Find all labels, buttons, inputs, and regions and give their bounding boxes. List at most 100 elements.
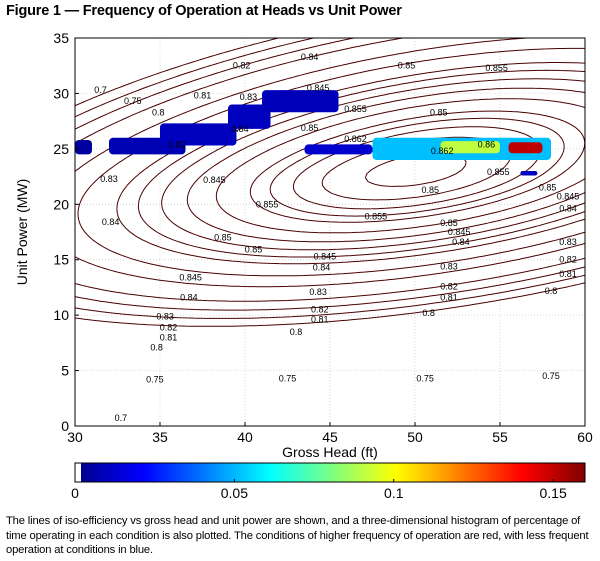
contour-label: 0.83 bbox=[309, 287, 327, 297]
contour-label: 0.75 bbox=[146, 374, 164, 384]
contour-label: 0.82 bbox=[440, 281, 458, 291]
contour-label: 0.81 bbox=[160, 332, 178, 342]
x-tick-label: 55 bbox=[492, 429, 508, 445]
contour-label: 0.81 bbox=[440, 292, 458, 302]
contour-label: 0.85 bbox=[422, 185, 440, 195]
contour-line bbox=[77, 47, 585, 277]
contour-label: 0.83 bbox=[559, 237, 577, 247]
x-tick-label: 60 bbox=[577, 429, 593, 445]
contour-label: 0.82 bbox=[559, 255, 577, 265]
histogram-region bbox=[262, 90, 339, 113]
contour-label: 0.84 bbox=[313, 262, 331, 272]
contour-label: 0.8 bbox=[545, 286, 558, 296]
contour-label: 0.85 bbox=[301, 123, 319, 133]
histogram-region bbox=[304, 144, 373, 155]
contour-label: 0.75 bbox=[279, 373, 297, 383]
contour-label: 0.862 bbox=[431, 146, 454, 156]
contour-label: 0.855 bbox=[487, 167, 510, 177]
histogram-region bbox=[228, 104, 271, 129]
contour-line bbox=[215, 98, 585, 234]
contour-label: 0.8 bbox=[422, 308, 435, 318]
contour-label: 0.862 bbox=[344, 134, 367, 144]
contour-label: 0.81 bbox=[559, 269, 577, 279]
contour-label: 0.82 bbox=[168, 139, 186, 149]
contour-line bbox=[75, 38, 585, 319]
contour-labels: 0.70.750.80.810.820.830.840.8450.850.855… bbox=[94, 52, 579, 423]
y-tick-label: 25 bbox=[53, 141, 69, 157]
figure-title: Figure 1 — Frequency of Operation at Hea… bbox=[6, 3, 402, 19]
contour-label: 0.84 bbox=[452, 237, 470, 247]
histogram-region bbox=[440, 141, 500, 154]
contour-label: 0.86 bbox=[478, 139, 496, 149]
figure-caption: The lines of iso-efficiency vs gross hea… bbox=[6, 515, 589, 556]
x-tick-label: 35 bbox=[152, 429, 168, 445]
x-tick-label: 40 bbox=[237, 429, 253, 445]
contour-label: 0.85 bbox=[430, 107, 448, 117]
contour-label: 0.81 bbox=[311, 315, 329, 325]
contour-label: 0.75 bbox=[542, 371, 560, 381]
x-tick-label: 50 bbox=[407, 429, 423, 445]
y-tick-label: 30 bbox=[53, 85, 69, 101]
contour-label: 0.82 bbox=[311, 305, 329, 315]
contour-label: 0.855 bbox=[365, 211, 388, 221]
iso-efficiency-contours bbox=[75, 38, 585, 327]
contour-label: 0.84 bbox=[102, 217, 120, 227]
contour-label: 0.845 bbox=[179, 272, 202, 282]
y-tick-label: 15 bbox=[53, 252, 69, 268]
contour-label: 0.7 bbox=[94, 85, 107, 95]
contour-line bbox=[161, 78, 585, 251]
y-axis-label: Unit Power (MW) bbox=[14, 179, 30, 286]
contour-label: 0.855 bbox=[344, 104, 367, 114]
contour-label: 0.84 bbox=[231, 124, 249, 134]
colorbar-tick-label: 0.1 bbox=[384, 485, 404, 501]
histogram-region bbox=[508, 142, 543, 154]
contour-label: 0.83 bbox=[440, 261, 458, 271]
contour-label: 0.855 bbox=[485, 63, 508, 73]
contour-label: 0.75 bbox=[416, 373, 434, 383]
contour-line bbox=[249, 110, 585, 223]
contour-label: 0.845 bbox=[557, 192, 580, 202]
x-tick-label: 30 bbox=[67, 429, 83, 445]
colorbar-tick-label: 0.15 bbox=[540, 485, 567, 501]
contour-label: 0.85 bbox=[214, 233, 232, 243]
y-axis: 0 5 10 15 20 25 30 35 bbox=[53, 30, 79, 434]
contour-label: 0.82 bbox=[160, 322, 178, 332]
contour-label: 0.85 bbox=[245, 245, 263, 255]
contour-chart: 0.70.750.80.810.820.830.840.8450.850.855… bbox=[14, 30, 593, 501]
y-tick-label: 20 bbox=[53, 196, 69, 212]
contour-label: 0.83 bbox=[240, 92, 258, 102]
histogram-region bbox=[75, 139, 92, 155]
colorbar-tick-label: 0.05 bbox=[221, 485, 248, 501]
contour-label: 0.845 bbox=[203, 175, 226, 185]
contour-label: 0.85 bbox=[440, 218, 458, 228]
colorbar-frame bbox=[74, 462, 586, 483]
contour-label: 0.85 bbox=[539, 183, 557, 193]
contour-label: 0.85 bbox=[398, 61, 416, 71]
y-tick-label: 0 bbox=[61, 418, 69, 434]
contour-line bbox=[75, 38, 585, 302]
histogram-region bbox=[160, 123, 237, 146]
contour-label: 0.845 bbox=[448, 227, 471, 237]
contour-label: 0.82 bbox=[233, 61, 251, 71]
contour-line bbox=[186, 87, 585, 243]
x-tick-label: 45 bbox=[322, 429, 338, 445]
contour-label: 0.81 bbox=[194, 91, 212, 101]
contour-label: 0.8 bbox=[150, 342, 163, 352]
contour-line bbox=[75, 38, 585, 311]
contour-label: 0.84 bbox=[301, 52, 319, 62]
y-tick-label: 35 bbox=[53, 30, 69, 46]
colorbar-zero-band bbox=[75, 463, 81, 482]
contour-label: 0.855 bbox=[256, 199, 279, 209]
y-tick-label: 10 bbox=[53, 307, 69, 323]
contour-label: 0.84 bbox=[180, 292, 198, 302]
contour-label: 0.7 bbox=[115, 413, 128, 423]
colorbar: 0 0.05 0.1 0.15 bbox=[71, 462, 586, 501]
contour-line bbox=[75, 38, 585, 327]
colorbar-gradient bbox=[81, 463, 585, 482]
contour-line bbox=[269, 117, 565, 217]
contour-label: 0.83 bbox=[100, 174, 118, 184]
y-tick-label: 5 bbox=[61, 363, 69, 379]
colorbar-tick-label: 0 bbox=[71, 485, 79, 501]
contour-label: 0.845 bbox=[307, 83, 330, 93]
x-axis-label: Gross Head (ft) bbox=[282, 444, 378, 460]
